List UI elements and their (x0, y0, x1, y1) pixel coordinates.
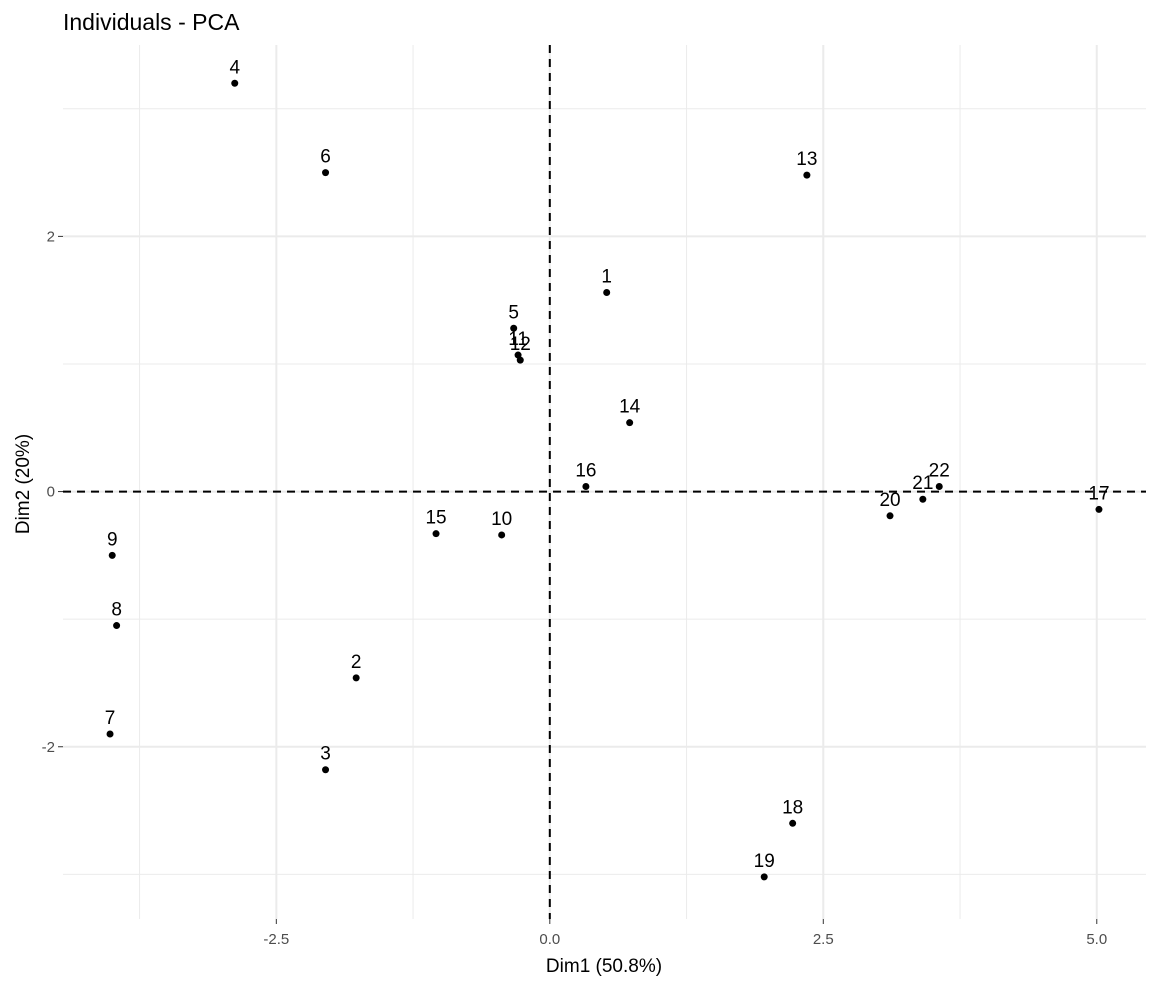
data-point (919, 495, 927, 503)
data-point (760, 873, 768, 881)
data-point (603, 289, 611, 297)
data-point (432, 530, 440, 538)
data-point (106, 730, 114, 738)
x-axis-ticks: -2.5 0.0 2.5 5.0 (263, 919, 1107, 948)
data-point (108, 551, 116, 559)
x-tick-label: -2.5 (263, 931, 289, 948)
y-tick-label: -2 (42, 739, 55, 756)
x-tick-label: 5.0 (1086, 931, 1107, 948)
chart-title: Individuals - PCA (63, 9, 240, 35)
data-point (582, 482, 590, 490)
data-point (886, 512, 894, 520)
data-point (803, 171, 811, 179)
point-label: 22 (929, 460, 950, 481)
point-label: 19 (754, 851, 775, 872)
data-point (516, 356, 524, 364)
point-label: 20 (879, 490, 900, 511)
y-axis-ticks: -2 0 2 (42, 228, 63, 756)
point-label: 2 (351, 652, 362, 673)
data-point (322, 169, 330, 177)
x-tick-label: 0.0 (539, 931, 560, 948)
minor-grid (63, 45, 1146, 919)
data-point (231, 79, 239, 87)
point-label: 16 (575, 460, 596, 481)
data-point (322, 766, 330, 774)
point-label: 12 (510, 334, 531, 355)
data-point (113, 622, 121, 630)
y-tick-label: 0 (47, 484, 55, 501)
point-label: 5 (508, 302, 519, 323)
data-points (106, 79, 1103, 881)
point-label: 7 (105, 708, 116, 729)
point-label: 9 (107, 529, 118, 550)
point-label: 8 (111, 600, 122, 621)
point-label: 11 (508, 329, 528, 350)
data-point (789, 819, 797, 827)
x-axis-title: Dim1 (50.8%) (546, 956, 662, 977)
point-label: 13 (796, 149, 817, 170)
point-label: 3 (320, 744, 331, 765)
data-point (352, 674, 360, 682)
y-tick-label: 2 (47, 228, 55, 245)
point-label: 14 (619, 397, 641, 418)
reference-lines (63, 45, 1146, 919)
point-label: 6 (320, 147, 331, 168)
data-point (1095, 505, 1103, 513)
data-point (498, 531, 506, 539)
point-label: 1 (601, 267, 612, 288)
point-label: 18 (782, 797, 803, 818)
point-label: 21 (912, 473, 933, 494)
major-grid (63, 45, 1146, 919)
x-tick-label: 2.5 (813, 931, 834, 948)
data-point (935, 482, 943, 490)
data-point (626, 419, 634, 427)
point-label: 15 (425, 508, 446, 529)
point-label: 17 (1088, 483, 1109, 504)
data-point (510, 324, 518, 332)
point-label: 4 (229, 57, 240, 78)
point-label: 10 (491, 509, 512, 530)
y-axis-title: Dim2 (20%) (13, 434, 34, 534)
